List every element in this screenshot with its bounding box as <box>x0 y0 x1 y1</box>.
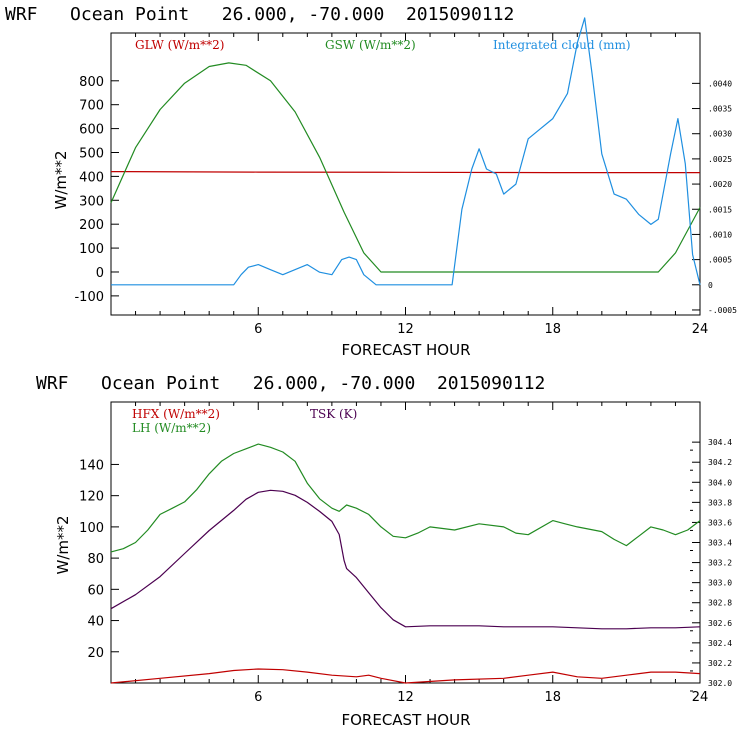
y-tick-label: 800 <box>79 75 104 90</box>
y-tick-label: -100 <box>74 290 104 305</box>
y-tick-label: 200 <box>79 218 104 233</box>
right-tick-label: .0025 <box>708 155 732 164</box>
right-tick-label: 304.2 <box>708 458 732 467</box>
legend-hfx: HFX (W/m**2) <box>132 407 220 421</box>
right-tick-label: 302.4 <box>708 639 732 648</box>
y-tick-label: 100 <box>79 242 104 257</box>
top-x-axis-label: FORECAST HOUR <box>341 341 470 359</box>
right-tick-label: -.0005 <box>708 306 737 315</box>
top-chart-title: WRF Ocean Point 26.000, -70.000 20150901… <box>5 4 514 25</box>
y-tick-label: 80 <box>87 552 104 567</box>
y-tick-label: 0 <box>96 266 104 281</box>
y-tick-label: 120 <box>79 490 104 505</box>
right-tick-label: 303.8 <box>708 498 732 507</box>
right-tick-label: .0035 <box>708 105 732 114</box>
bottom-chart: WRF Ocean Point 26.000, -70.000 20150901… <box>36 373 732 729</box>
right-tick-label: 303.4 <box>708 539 732 548</box>
right-tick-label: .0040 <box>708 79 732 88</box>
right-tick-label: 302.8 <box>708 599 732 608</box>
bottom-plot-frame <box>110 401 701 684</box>
right-tick-label: .0030 <box>708 130 732 139</box>
y-tick-label: 20 <box>87 646 104 661</box>
right-tick-label: 302.6 <box>708 619 732 628</box>
right-tick-label: .0015 <box>708 205 732 214</box>
series-line-hfx <box>110 668 701 684</box>
x-tick-label: 12 <box>397 690 414 705</box>
top-chart: WRF Ocean Point 26.000, -70.000 20150901… <box>5 4 737 359</box>
right-tick-label: .0020 <box>708 180 732 189</box>
y-tick-label: 300 <box>79 194 104 209</box>
right-tick-label: 302.0 <box>708 679 732 688</box>
legend-tsk: TSK (K) <box>310 407 357 421</box>
right-tick-label: 303.0 <box>708 579 732 588</box>
y-tick-label: 400 <box>79 170 104 185</box>
x-tick-label: 12 <box>397 322 414 337</box>
legend-integrated-cloud: Integrated cloud (mm) <box>493 38 631 52</box>
y-tick-label: 100 <box>79 521 104 536</box>
series-line-tsk <box>110 489 701 630</box>
x-tick-label: 24 <box>692 690 709 705</box>
x-tick-label: 18 <box>544 322 561 337</box>
top-y-axis-label: W/m**2 <box>52 150 70 209</box>
y-tick-label: 40 <box>87 615 104 630</box>
right-tick-label: 303.2 <box>708 559 732 568</box>
bottom-chart-title: WRF Ocean Point 26.000, -70.000 20150901… <box>36 373 545 394</box>
bottom-legend: HFX (W/m**2) LH (W/m**2) TSK (K) <box>132 407 357 435</box>
right-tick-label: 304.4 <box>708 438 732 447</box>
right-tick-label: 303.6 <box>708 518 732 527</box>
right-tick-label: .0005 <box>708 256 732 265</box>
y-tick-label: 700 <box>79 99 104 114</box>
y-tick-label: 500 <box>79 146 104 161</box>
right-tick-label: 0 <box>708 281 713 290</box>
right-tick-label: 304.0 <box>708 478 732 487</box>
y-tick-label: 60 <box>87 583 104 598</box>
right-tick-label: .0010 <box>708 230 732 239</box>
top-plot-frame <box>110 32 701 316</box>
y-tick-label: 140 <box>79 458 104 473</box>
series-line-integrated-cloud <box>111 17 701 286</box>
right-tick-label: 302.2 <box>708 659 732 668</box>
legend-gsw: GSW (W/m**2) <box>325 38 416 52</box>
x-tick-label: 6 <box>254 690 262 705</box>
series-line-gsw <box>110 62 701 273</box>
x-tick-label: 24 <box>692 322 709 337</box>
x-tick-label: 18 <box>544 690 561 705</box>
legend-lh: LH (W/m**2) <box>132 421 211 435</box>
series-line-glw <box>110 171 700 174</box>
series-line-lh <box>110 443 701 553</box>
bottom-x-axis-label: FORECAST HOUR <box>341 711 470 729</box>
legend-glw: GLW (W/m**2) <box>135 38 224 52</box>
y-tick-label: 600 <box>79 123 104 138</box>
bottom-y-axis-label: W/m**2 <box>54 515 72 574</box>
x-tick-label: 6 <box>254 322 262 337</box>
top-legend: GLW (W/m**2) GSW (W/m**2) Integrated clo… <box>135 38 631 52</box>
